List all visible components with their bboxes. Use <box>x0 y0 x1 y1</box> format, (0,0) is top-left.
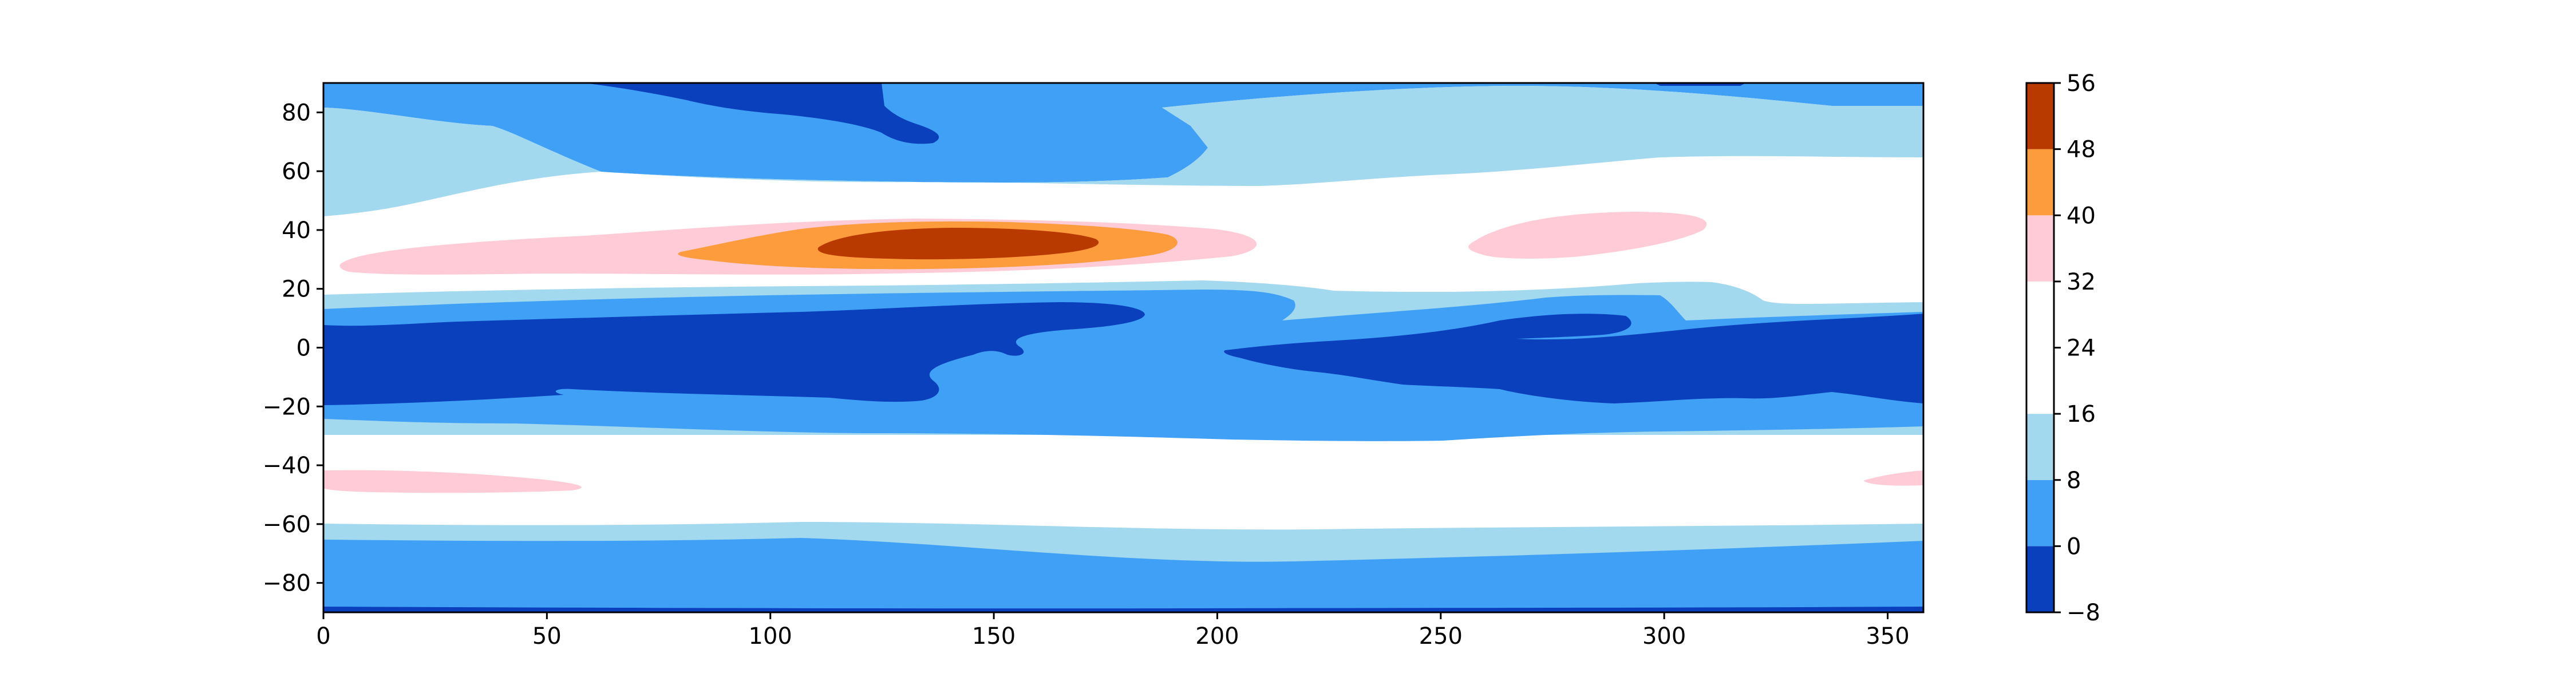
contour-south-32-40-east <box>1863 470 1923 486</box>
colorbar-segment <box>2026 480 2054 547</box>
colorbar-segments <box>2026 83 2054 612</box>
colorbar-tick-label: 48 <box>2067 137 2096 163</box>
y-tick-label: −20 <box>263 394 311 420</box>
y-tick-label: −60 <box>263 512 311 538</box>
y-tick-label: 60 <box>282 159 311 185</box>
colorbar-segment <box>2026 215 2054 282</box>
contour-north-8-16 <box>323 86 1923 216</box>
colorbar-tick-label: 0 <box>2067 533 2081 560</box>
y-tick-label: −40 <box>263 453 311 479</box>
colorbar-segment <box>2026 347 2054 414</box>
contour-south-32-40-west <box>323 470 582 493</box>
colorbar-segment <box>2026 149 2054 216</box>
y-tick-label: 20 <box>282 276 311 303</box>
x-tick-label: 150 <box>972 623 1016 650</box>
colorbar-segment <box>2026 83 2054 149</box>
y-axis: −80 −60 −40 −20 0 20 40 60 80 <box>263 100 323 597</box>
x-tick-label: 300 <box>1642 623 1686 650</box>
colorbar-ticks: −8 0 8 16 24 32 40 48 56 <box>2054 70 2100 626</box>
colorbar: −8 0 8 16 24 32 40 48 56 <box>2025 70 2100 626</box>
x-tick-label: 350 <box>1866 623 1909 650</box>
contour-tropics-neg8-0-west <box>323 302 1145 405</box>
contour-mid-32-40-east <box>1468 212 1707 259</box>
colorbar-tick-label: 56 <box>2067 70 2096 97</box>
plot-area <box>323 83 1923 612</box>
contour-south-neg8-0 <box>323 607 1923 612</box>
contour-north-neg8-0 <box>584 83 939 144</box>
contour-north-0-8 <box>323 83 1923 183</box>
x-tick-label: 100 <box>749 623 792 650</box>
colorbar-tick-label: −8 <box>2067 600 2100 626</box>
colorbar-tick-label: 8 <box>2067 468 2081 494</box>
y-tick-label: 80 <box>282 100 311 126</box>
colorbar-segment <box>2026 414 2054 480</box>
colorbar-tick-label: 24 <box>2067 335 2096 362</box>
colorbar-tick-label: 16 <box>2067 401 2096 427</box>
contour-south-0-8 <box>323 538 1923 612</box>
x-tick-label: 250 <box>1419 623 1463 650</box>
colorbar-segment <box>2026 546 2054 612</box>
colorbar-segment <box>2026 281 2054 348</box>
x-tick-label: 0 <box>316 623 330 650</box>
y-tick-label: 0 <box>297 335 311 362</box>
contour-mid-48-56 <box>817 228 1099 260</box>
contour-tropics-neg8-0-east <box>1224 314 1923 403</box>
x-tick-label: 50 <box>532 623 562 650</box>
y-tick-label: 40 <box>282 217 311 244</box>
x-axis: 0 50 100 150 200 250 300 350 <box>316 612 1910 650</box>
colorbar-tick-label: 40 <box>2067 203 2096 229</box>
colorbar-tick-label: 32 <box>2067 269 2096 295</box>
y-tick-label: −80 <box>263 571 311 597</box>
x-tick-label: 200 <box>1195 623 1239 650</box>
